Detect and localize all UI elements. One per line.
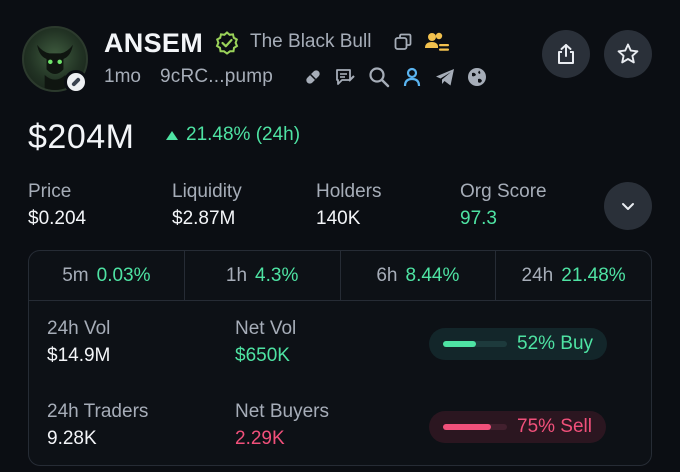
stat-label-holders: Holders <box>316 181 382 202</box>
tab-change: 21.48% <box>561 264 626 286</box>
sell-ratio-pill: 75% Sell <box>429 411 606 443</box>
copy-icon[interactable] <box>394 33 412 51</box>
stat-label-price: Price <box>28 181 72 202</box>
message-edit-icon[interactable] <box>334 66 356 88</box>
traders-label: 24h Traders <box>47 401 149 422</box>
traders-value: 9.28K <box>47 428 97 449</box>
token-name: The Black Bull <box>250 31 372 52</box>
stat-value-price: $0.204 <box>28 208 87 229</box>
stat-value-org-score: 97.3 <box>460 208 497 229</box>
bull-logo-icon <box>37 44 73 90</box>
stat-label-liquidity: Liquidity <box>172 181 242 202</box>
stat-value-liquidity: $2.87M <box>172 208 236 229</box>
chevron-down-icon <box>622 203 634 210</box>
tab-label: 24h <box>521 264 554 286</box>
buy-ratio-fill <box>443 341 477 347</box>
tab-change: 0.03% <box>96 264 151 286</box>
tab-change: 4.3% <box>255 264 299 286</box>
token-address[interactable]: 9cRC...pump <box>160 66 274 87</box>
sell-ratio-track <box>443 424 507 430</box>
tab-label: 6h <box>376 264 398 286</box>
globe-icon[interactable] <box>466 66 488 88</box>
verified-icon <box>215 31 239 55</box>
net-volume-value: $650K <box>235 345 290 366</box>
tab-1h[interactable]: 1h 4.3% <box>185 251 341 300</box>
pill-badge-icon <box>64 70 88 94</box>
pill-icon[interactable] <box>302 66 324 88</box>
tab-label: 5m <box>62 264 89 286</box>
token-avatar[interactable] <box>22 26 88 92</box>
star-icon <box>617 43 639 64</box>
market-cap-change: 21.48% (24h) <box>166 124 300 146</box>
tab-label: 1h <box>225 264 248 286</box>
stat-value-holders: 140K <box>316 208 361 229</box>
net-buyers-label: Net Buyers <box>235 401 329 422</box>
favorite-button[interactable] <box>604 30 652 78</box>
market-cap-change-text: 21.48% (24h) <box>186 124 301 145</box>
buy-ratio-track <box>443 341 507 347</box>
timeframe-tabs: 5m 0.03% 1h 4.3% 6h 8.44% 24h 21.48% <box>29 251 651 301</box>
net-buyers-value: 2.29K <box>235 428 285 449</box>
share-icon <box>558 44 574 64</box>
token-symbol: ANSEM <box>104 28 204 58</box>
market-cap-value: $204M <box>28 118 135 156</box>
sell-ratio-fill <box>443 424 491 430</box>
buy-ratio-text: 52% Buy <box>517 333 594 354</box>
tab-24h[interactable]: 24h 21.48% <box>496 251 651 300</box>
search-icon[interactable] <box>368 66 390 88</box>
buy-ratio-pill: 52% Buy <box>429 328 608 360</box>
net-volume-label: Net Vol <box>235 318 297 339</box>
up-arrow-icon <box>166 130 178 140</box>
volume-label: 24h Vol <box>47 318 111 339</box>
telegram-icon[interactable] <box>434 66 456 88</box>
token-age: 1mo <box>104 66 141 87</box>
trade-stats-panel: 5m 0.03% 1h 4.3% 6h 8.44% 24h 21.48% 24h… <box>28 250 652 466</box>
tab-6h[interactable]: 6h 8.44% <box>341 251 497 300</box>
stat-label-org-score: Org Score <box>460 181 547 202</box>
volume-value: $14.9M <box>47 345 111 366</box>
holders-icon[interactable] <box>424 30 450 54</box>
sell-ratio-text: 75% Sell <box>517 416 592 437</box>
user-icon[interactable] <box>401 66 423 88</box>
tab-5m[interactable]: 5m 0.03% <box>29 251 185 300</box>
tab-change: 8.44% <box>405 264 460 286</box>
expand-button[interactable] <box>604 182 652 230</box>
share-button[interactable] <box>542 30 590 78</box>
